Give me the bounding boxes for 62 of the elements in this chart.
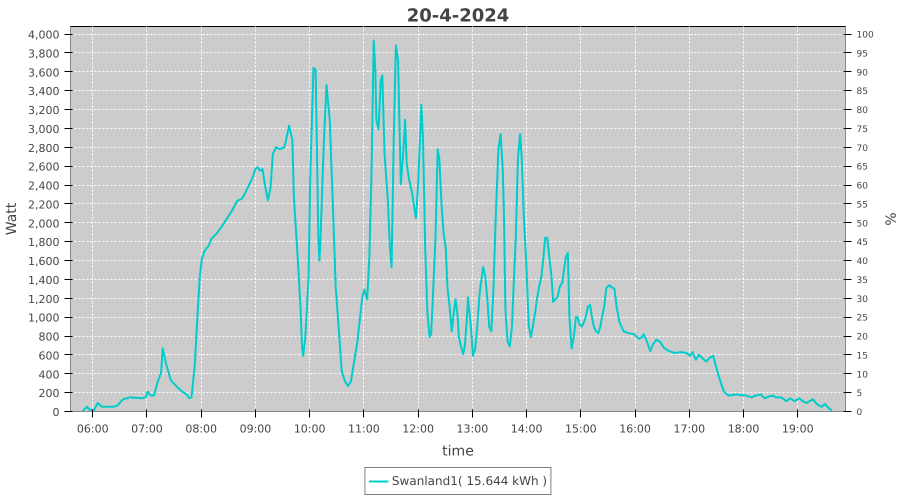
y2-axis-title: %	[882, 212, 898, 226]
y2-tick-label: 50	[856, 219, 868, 230]
y-tick-label: 3,600	[28, 66, 60, 80]
y2-tick-label: 80	[856, 106, 868, 116]
y-tick-label: 2,400	[28, 180, 60, 193]
y-tick-label: 600	[38, 349, 60, 362]
y-tick-label: 1,600	[28, 255, 60, 268]
y-tick-label: 1,200	[28, 292, 60, 306]
y2-tick-label: 95	[856, 49, 868, 60]
y2-tick-label: 40	[856, 257, 868, 268]
y-tick-label: 1,000	[28, 312, 60, 325]
x-tick-label: 08:00	[185, 422, 218, 436]
chart-title: 20-4-2024	[406, 6, 510, 26]
y2-tick-label: 60	[856, 182, 868, 192]
y2-tick-label: 5	[856, 389, 862, 400]
y-tick-label: 3,800	[28, 47, 60, 60]
y-tick-label: 3,000	[28, 122, 60, 136]
y2-tick-label: 55	[856, 200, 868, 210]
x-tick-label: 07:00	[131, 422, 163, 436]
y2-tick-label: 100	[856, 30, 874, 41]
x-tick-label: 09:00	[240, 422, 272, 436]
y2-tick-label: 90	[856, 68, 868, 78]
x-tick-label: 10:00	[294, 422, 326, 436]
x-tick-label: 19:00	[782, 422, 814, 436]
y-tick-label: 800	[38, 330, 60, 344]
x-tick-label: 18:00	[728, 422, 760, 436]
y-tick-label: 0	[52, 406, 60, 419]
y2-tick-label: 15	[856, 351, 868, 362]
y-axis-title: Watt	[4, 202, 20, 236]
y2-tick-label: 85	[856, 87, 868, 98]
y-tick-label: 400	[38, 368, 60, 382]
y2-tick-label: 30	[856, 294, 868, 305]
y-tick-label: 2,800	[28, 142, 60, 155]
line-series	[81, 40, 833, 412]
y-tick-label: 1,800	[28, 236, 60, 250]
y2-tick-label: 70	[856, 144, 868, 154]
x-tick-label: 15:00	[564, 422, 597, 436]
y2-tick-label: 10	[856, 370, 868, 380]
x-tick-label: 16:00	[619, 422, 651, 436]
y2-tick-label: 20	[856, 332, 868, 343]
x-tick-label: 17:00	[673, 422, 706, 436]
x-axis-title: time	[442, 444, 474, 460]
y-tick-label: 3,400	[28, 85, 60, 98]
y2-tick-label: 65	[856, 162, 868, 173]
x-tick-label: 11:00	[348, 422, 380, 436]
y-tick-label: 3,200	[28, 104, 60, 118]
y-tick-label: 200	[38, 387, 60, 400]
y2-tick-label: 25	[856, 314, 868, 324]
x-tick-label: 13:00	[456, 422, 488, 436]
y2-tick-label: 75	[856, 124, 868, 135]
x-tick-label: 06:00	[76, 422, 109, 436]
x-tick-label: 14:00	[510, 422, 542, 436]
y-tick-label: 2,600	[28, 160, 60, 174]
x-tick-label: 12:00	[402, 422, 434, 436]
y-tick-label: 1,400	[28, 274, 60, 287]
y-tick-label: 4,000	[28, 28, 60, 42]
y-tick-label: 2,200	[28, 198, 60, 212]
y-tick-label: 2,000	[28, 217, 60, 230]
y2-tick-label: 35	[856, 276, 868, 286]
y2-tick-label: 0	[856, 408, 862, 418]
legend-label: Swanland1( 15.644 kWh )	[392, 474, 548, 488]
y2-tick-label: 45	[856, 238, 868, 248]
